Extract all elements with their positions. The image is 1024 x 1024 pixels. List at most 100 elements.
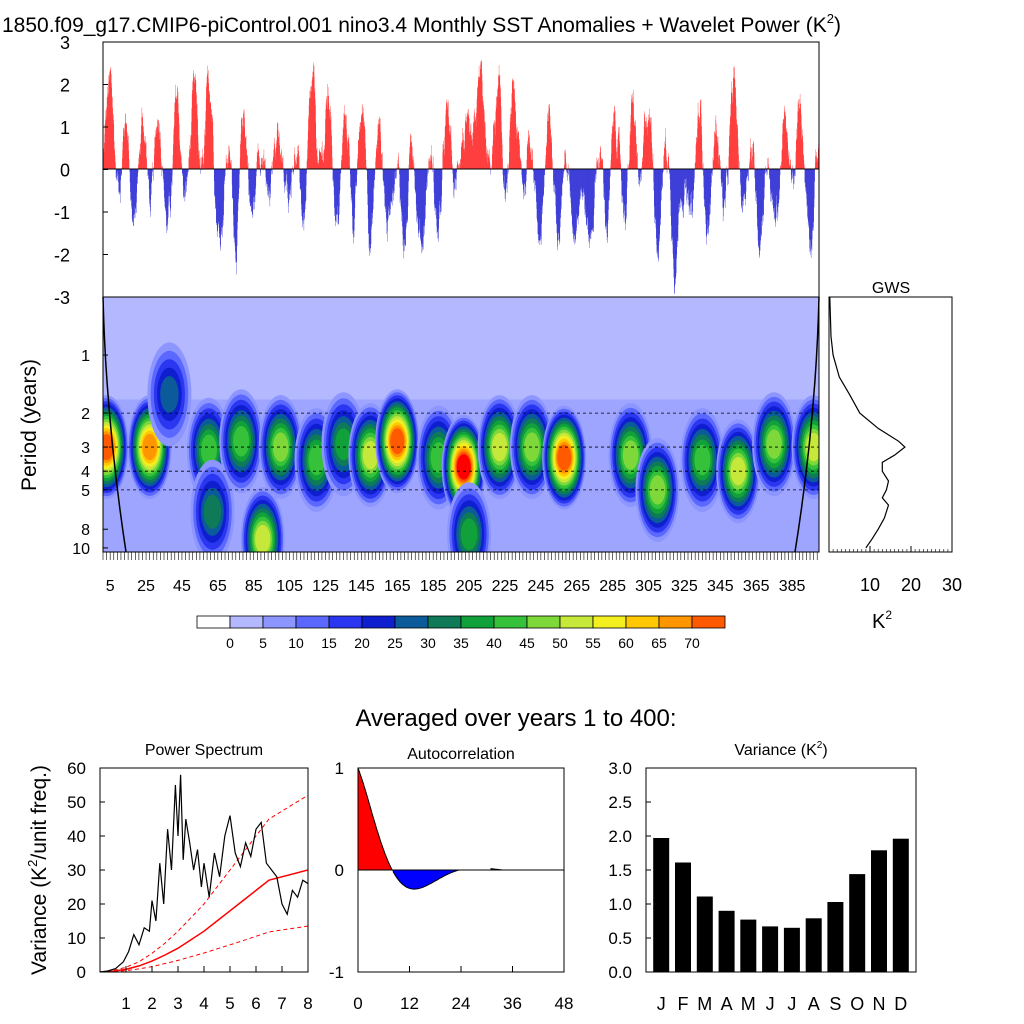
wavelet-contour [203,494,222,529]
x-tick-label: 145 [348,578,375,595]
x-tick-label: 165 [384,578,411,595]
colorbar-swatch [196,615,231,629]
x-tick-label: 1 [121,994,130,1013]
month-label: M [741,994,756,1014]
colorbar-swatch [526,615,561,629]
x-tick-label: 385 [779,578,806,595]
month-label: D [894,994,907,1014]
x-tick-label: 5 [106,578,115,595]
y-tick-label: 10 [67,929,86,948]
gws-title: GWS [872,280,910,297]
power-spectrum-line [100,774,308,972]
x-tick-label: 45 [173,578,191,595]
variance-axes: 3.0 2.5 2.0 1.5 1.0 0.5 0.0 [608,759,651,982]
x-tick-label: 85 [245,578,263,595]
month-label: S [829,994,841,1014]
variance-bar [675,862,691,972]
colorbar-swatch [361,615,396,629]
colorbar-label: 20 [354,635,370,651]
variance-bar [762,926,779,972]
averaged-label: Averaged over years 1 to 400: [355,705,676,732]
variance-bar [892,838,909,972]
red-noise-spectrum [100,869,308,972]
x-tick-label: 205 [456,578,483,595]
x-tick-label: 5 [225,994,234,1013]
red-noise-lower [100,925,308,972]
autocorrelation-positive-fill [357,767,394,871]
y-tick-label: 30 [67,861,86,880]
cone-of-influence-left [102,296,127,553]
wavelet-contour [460,518,478,551]
y-tick-label: 1 [335,759,344,778]
x-tick-label: 12 [400,994,419,1013]
wavelet-contour [362,440,378,470]
month-label: J [766,994,775,1014]
colorbar-label: 25 [387,635,403,651]
y-tick-label: 2 [60,76,70,96]
y-tick-label: 3 [81,440,90,457]
wavelet-contour [142,433,157,461]
y-tick-label: 1.5 [608,861,632,880]
wavelet-contour [335,428,352,461]
variance-bar [783,927,800,972]
variance-bar [718,910,735,972]
colorbar-label: 70 [684,635,700,651]
autocorrelation-axes: 1 0 -1 0 12 24 36 48 [329,759,574,1013]
colorbar-swatch [229,615,264,629]
y-tick-label: 2.0 [608,827,632,846]
y-tick-label: 5 [81,483,90,500]
colorbar-swatch [460,615,495,629]
variance-bar [805,918,822,972]
wavelet-contour [557,444,572,471]
x-tick-label: 30 [942,575,962,595]
x-tick-label: 4 [199,994,208,1013]
colorbar: 0 5 10 15 20 25 30 35 40 45 50 55 60 65 70 [196,615,726,651]
colorbar-label: 5 [259,635,267,651]
anomaly-y-axis: 3 2 1 0 -1 -2 -3 [54,33,108,308]
x-tick-label: 265 [563,578,590,595]
x-tick-label: 305 [635,578,662,595]
colorbar-label: 15 [321,635,337,651]
autocorrelation-negative-fill [392,869,491,890]
colorbar-label: 10 [288,635,304,651]
wavelet-contour [456,454,471,480]
colorbar-swatch [295,615,330,629]
red-noise-upper [100,794,308,972]
x-tick-label: 225 [492,578,519,595]
variance-title: Variance (K2) [734,740,827,759]
colorbar-swatch [427,615,462,629]
anomaly-timeseries-panel: 3 2 1 0 -1 -2 -3 [54,33,820,308]
wavelet-contour [160,376,179,413]
x-tick-label: 20 [901,575,921,595]
colorbar-swatch [658,615,693,629]
colorbar-label: 30 [420,635,436,651]
colorbar-label: 40 [486,635,502,651]
y-tick-label: 0 [77,963,86,982]
y-tick-label: 40 [67,827,86,846]
y-tick-label: -1 [329,963,344,982]
month-label: N [873,994,886,1014]
y-tick-label: 0 [335,861,344,880]
y-tick-label: 1 [60,118,70,138]
y-tick-label: 0 [60,161,70,181]
year-x-axis: 5 25 45 65 85 105 125 145 165 185 205 225 245 265 285 3… [102,552,818,595]
wavelet-contour [272,432,289,462]
variance-bar [653,838,670,972]
y-tick-label: 4 [81,464,90,481]
colorbar-label: 60 [618,635,634,651]
wavelet-contour [233,426,250,457]
autocorrelation-panel: Autocorrelation 1 0 -1 0 12 24 36 48 [329,746,574,1013]
y-tick-label: 60 [67,759,86,778]
wavelet-contour [694,444,711,476]
period-y-axis: 1 2 3 4 5 8 10 [72,348,108,558]
colorbar-label: 0 [226,635,234,651]
x-tick-label: 6 [251,994,260,1013]
gws-axes: 10 20 30 [832,546,962,595]
gws-x-label: K2 [872,608,892,633]
wavelet-contour [200,434,217,466]
x-tick-label: 8 [303,994,312,1013]
y-tick-label: 0.5 [608,929,632,948]
y-tick-label: 50 [67,793,86,812]
